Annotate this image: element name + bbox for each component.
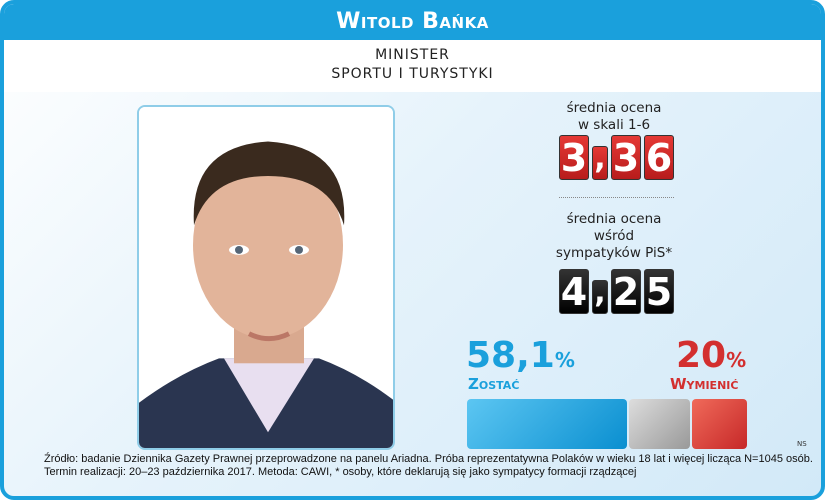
rating-label-line: w skali 1-6 xyxy=(577,117,651,133)
rating-label: średnia ocena w skali 1-6 xyxy=(544,100,684,134)
footer-line: Źródło: badanie Dziennika Gazety Prawnej… xyxy=(44,453,813,465)
digit-comma: , xyxy=(592,144,608,180)
stay-unit: % xyxy=(554,348,575,372)
digit: 3 xyxy=(611,135,641,180)
digit-comma: , xyxy=(592,278,608,314)
bar-ns xyxy=(629,399,690,449)
digit: 5 xyxy=(644,269,674,314)
bar-stay xyxy=(467,399,628,449)
rating-pis-label-line: wśród xyxy=(593,228,635,244)
divider xyxy=(559,197,674,198)
footer-line: Termin realizacji: 20–23 października 20… xyxy=(44,466,637,478)
source-note: Źródło: badanie Dziennika Gazety Prawnej… xyxy=(44,453,819,479)
replace-percent: 20% xyxy=(676,337,746,379)
minister-position: MINISTER SPORTU I TURYSTYKI xyxy=(4,40,821,92)
rating-pis-label-line: średnia ocena xyxy=(566,211,662,227)
ns-label: NS xyxy=(797,440,807,448)
digit: 2 xyxy=(611,269,641,314)
portrait-photo xyxy=(137,105,395,450)
rating-label-line: średnia ocena xyxy=(566,100,662,116)
position-line: MINISTER xyxy=(375,47,450,63)
rating-pis-label-line: sympatyków PiS* xyxy=(555,245,673,261)
position-line: SPORTU I TURYSTYKI xyxy=(331,66,494,82)
replace-value: 20 xyxy=(676,335,727,376)
bar-replace xyxy=(691,399,747,449)
digit: 6 xyxy=(644,135,674,180)
digit: 4 xyxy=(559,269,589,314)
rating-pis-label: średnia ocena wśród sympatyków PiS* xyxy=(544,211,684,262)
minister-name: Witold Bańka xyxy=(4,4,821,40)
replace-label: Wymienić xyxy=(670,375,739,393)
stay-label: Zostać xyxy=(468,375,520,393)
digit: 3 xyxy=(559,135,589,180)
stay-percent: 58,1% xyxy=(466,337,575,379)
opinion-bar xyxy=(467,399,747,449)
replace-unit: % xyxy=(726,348,747,372)
stay-value: 58,1 xyxy=(466,335,555,376)
